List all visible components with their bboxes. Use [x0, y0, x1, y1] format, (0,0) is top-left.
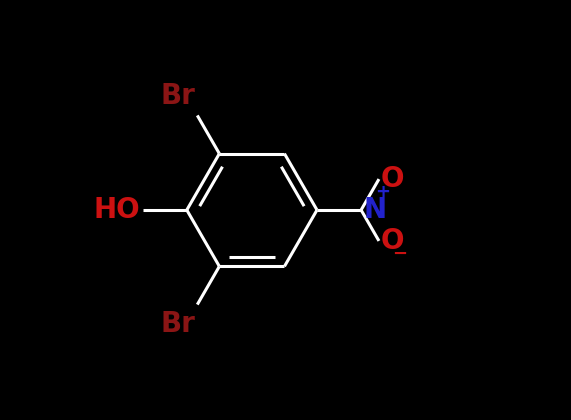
Text: N: N: [363, 196, 387, 224]
Text: −: −: [392, 245, 408, 263]
Text: Br: Br: [160, 82, 195, 110]
Text: +: +: [375, 183, 390, 201]
Text: O: O: [381, 227, 404, 255]
Text: Br: Br: [160, 310, 195, 338]
Text: O: O: [381, 165, 404, 193]
Text: HO: HO: [94, 196, 140, 224]
